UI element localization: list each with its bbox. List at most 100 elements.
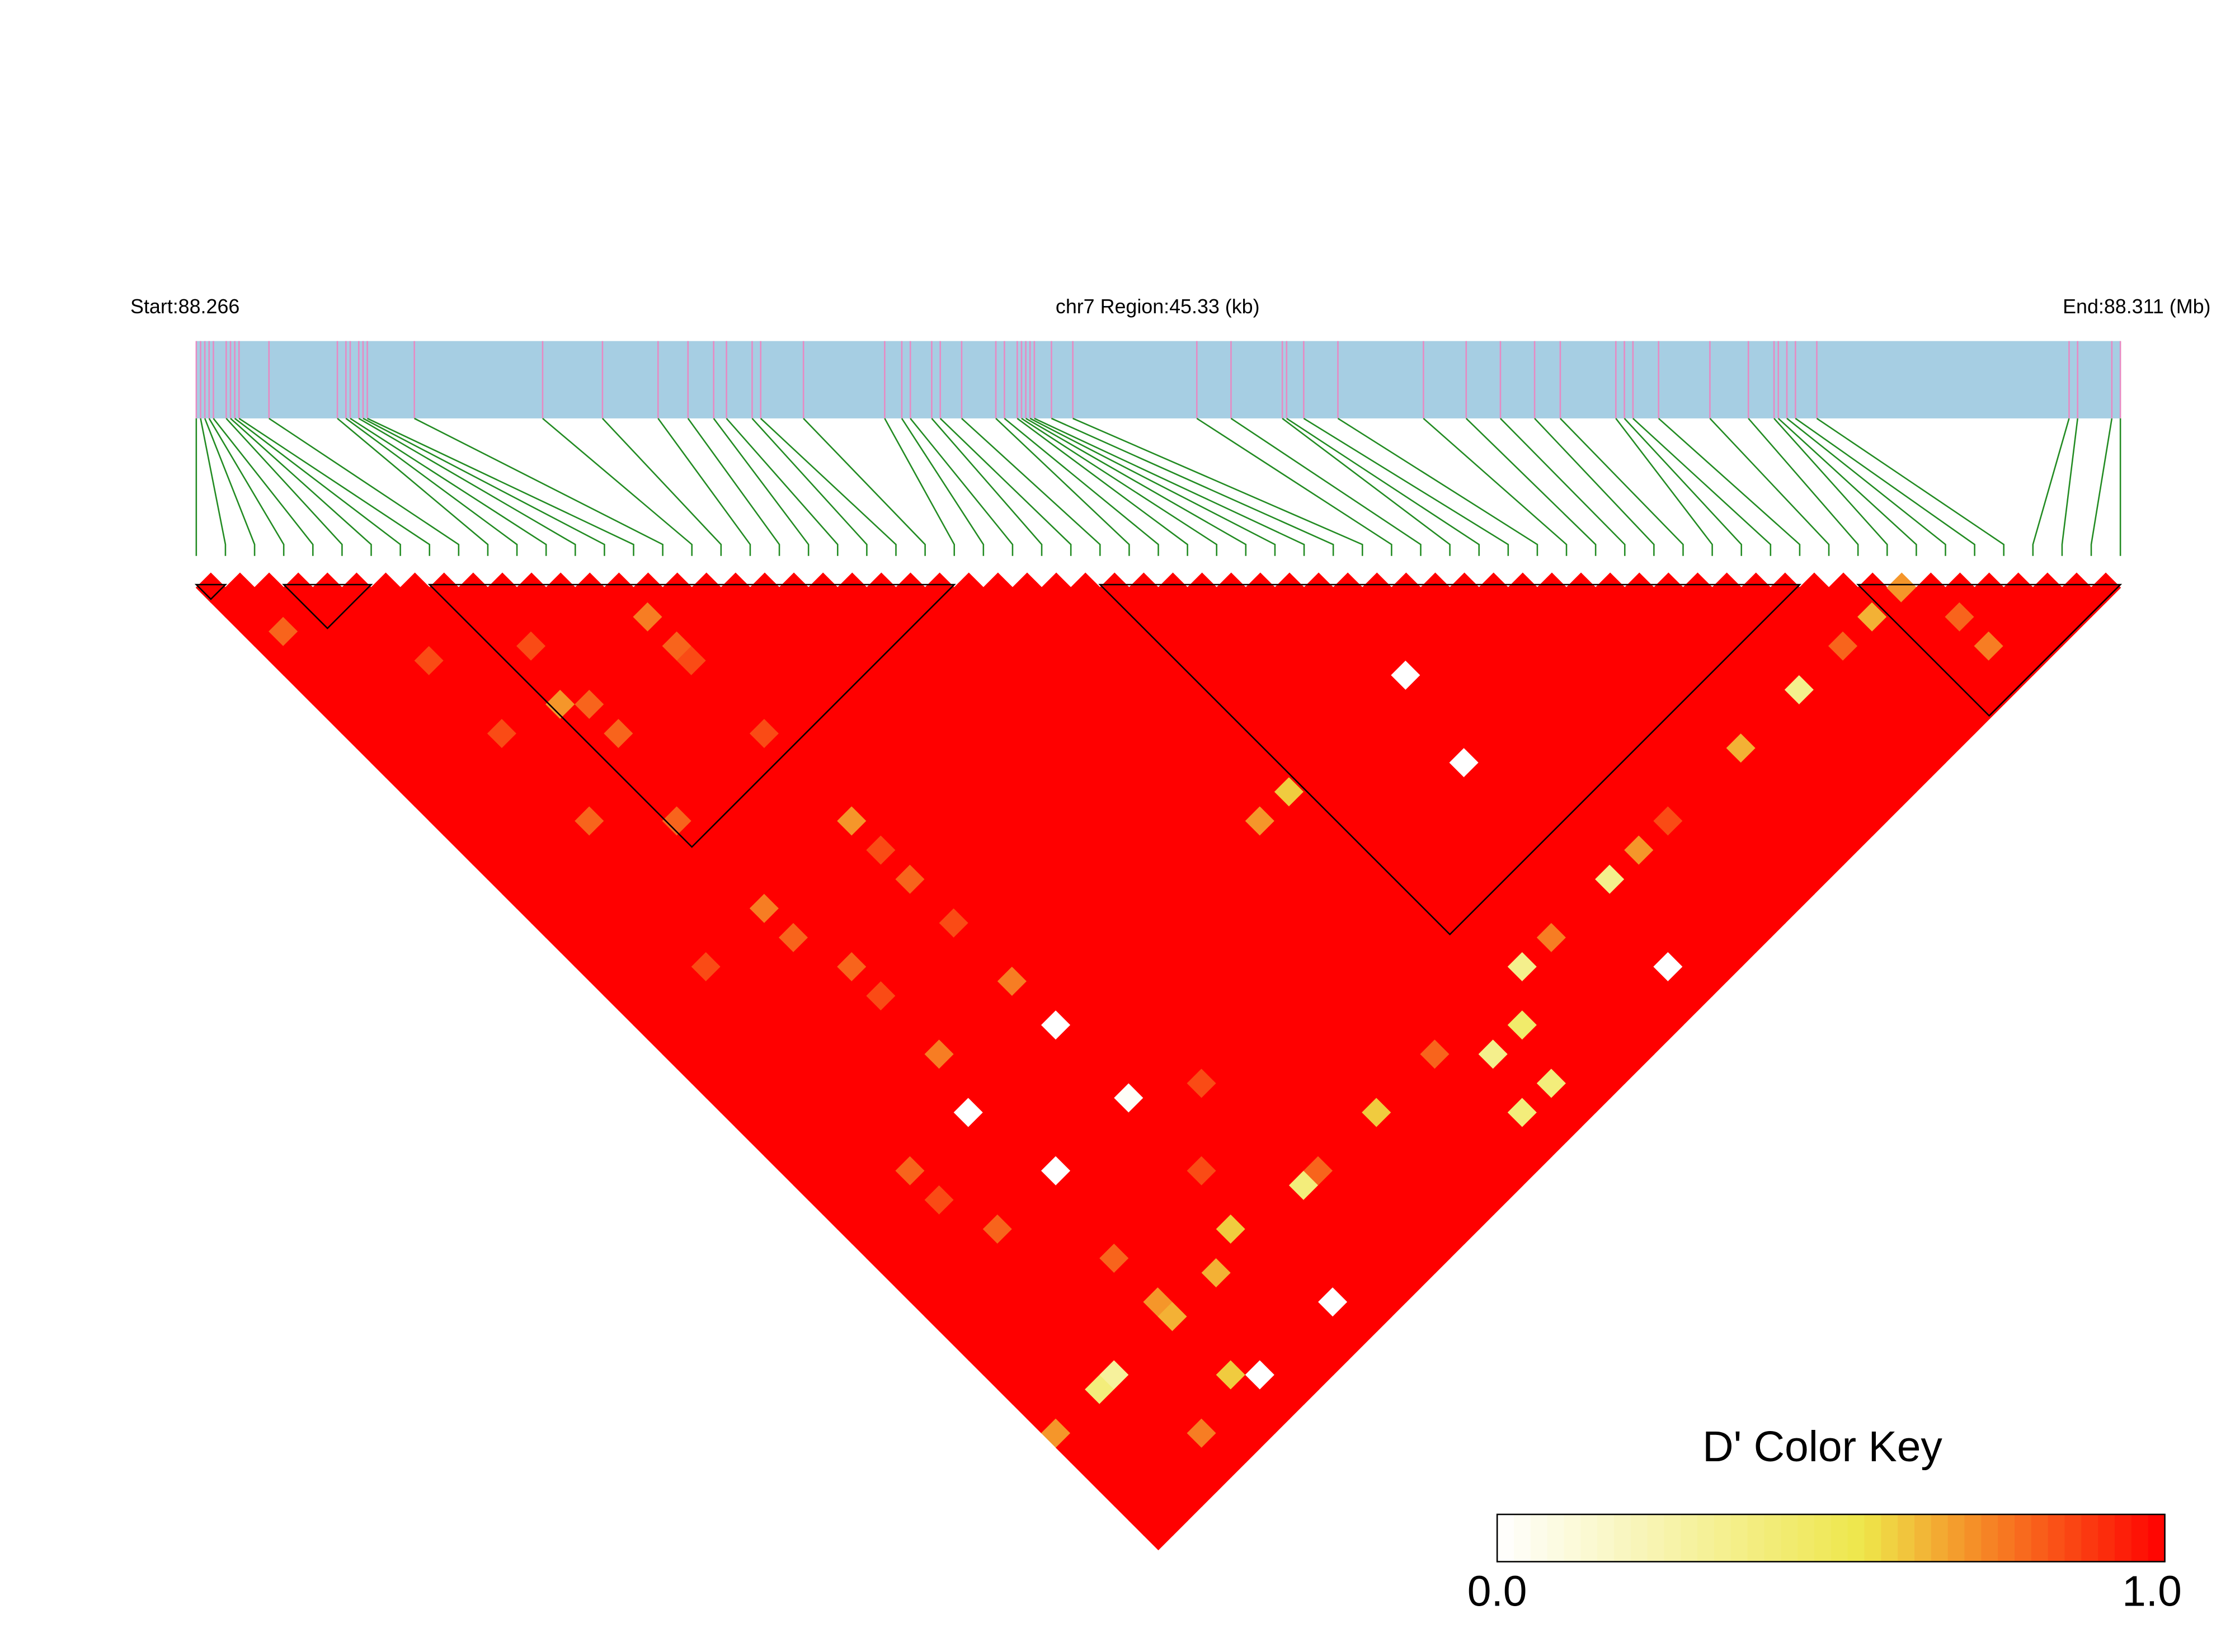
colorbar-step xyxy=(1981,1514,1999,1562)
snp-connector xyxy=(1051,417,1334,556)
colorbar-step xyxy=(1814,1514,1832,1562)
snp-connector xyxy=(1534,418,1655,556)
snp-connector xyxy=(1615,418,1713,556)
snp-connector xyxy=(204,418,256,556)
colorbar-step xyxy=(2098,1514,2116,1562)
snp-connector xyxy=(1423,417,1568,556)
ld-block xyxy=(282,583,373,629)
colorbar-step xyxy=(1847,1514,1865,1562)
colorbar-step xyxy=(1764,1514,1782,1562)
snp-connector xyxy=(1632,417,1772,556)
snp-connector xyxy=(901,418,985,556)
snp-connector xyxy=(1559,418,1684,556)
snp-connector xyxy=(961,417,1101,556)
snp-connector xyxy=(939,418,1072,556)
snp-connector xyxy=(1034,417,1305,556)
snp-connector xyxy=(1337,417,1538,556)
snp-connector xyxy=(358,417,576,556)
end-label: End:88.311 (Mb) xyxy=(2063,295,2210,318)
start-label: Start:88.266 xyxy=(130,295,239,318)
snp-connector xyxy=(208,418,285,556)
snp-connector xyxy=(337,417,489,556)
snp-connector xyxy=(601,418,722,556)
colorbar-step xyxy=(1730,1514,1748,1562)
colorbar-tick-label: 1.0 xyxy=(2122,1568,2182,1616)
snp-connector xyxy=(1816,417,2005,556)
snp-connector xyxy=(542,417,693,556)
ld-block xyxy=(1856,583,2123,717)
colorbar-step xyxy=(1914,1514,1932,1562)
colorbar-step xyxy=(2148,1514,2166,1562)
snp-connector xyxy=(213,418,314,556)
snp-connector xyxy=(1624,418,1742,556)
snp-connector xyxy=(269,417,460,556)
colorbar-step xyxy=(1747,1514,1765,1562)
colorbar-step xyxy=(2015,1514,2032,1562)
snp-connector xyxy=(2032,418,2070,556)
snp-connector xyxy=(1658,417,1801,556)
snp-connector xyxy=(1029,417,1276,556)
snp-connector xyxy=(751,418,868,556)
colorbar-step xyxy=(1864,1514,1882,1562)
colorbar-step xyxy=(1947,1514,1965,1562)
colorbar-step xyxy=(1881,1514,1899,1562)
snp-connector xyxy=(995,417,1130,556)
colorbar-title: D' Color Key xyxy=(1702,1423,1942,1471)
snp-connector xyxy=(1230,417,1422,556)
colorbar-step xyxy=(1781,1514,1799,1562)
snp-connector xyxy=(1025,417,1247,556)
colorbar-step xyxy=(2048,1514,2065,1562)
colorbar-step xyxy=(1681,1514,1698,1562)
ld-block xyxy=(427,583,956,848)
colorbar-step xyxy=(1798,1514,1815,1562)
snp-connector xyxy=(350,417,547,556)
colorbar-step xyxy=(1664,1514,1682,1562)
colorbar-step xyxy=(1564,1514,1582,1562)
snp-connector xyxy=(1282,417,1451,556)
colorbar-step xyxy=(1964,1514,1982,1562)
colorbar-step xyxy=(1998,1514,2016,1562)
snp-connector xyxy=(931,418,1043,556)
colorbar-step xyxy=(2081,1514,2099,1562)
snp-connector xyxy=(1303,417,1509,556)
snp-connector xyxy=(2061,418,2078,556)
ld-block xyxy=(194,583,228,600)
colorbar-tick-label: 0.0 xyxy=(1467,1568,1527,1616)
colorbar-step xyxy=(2064,1514,2082,1562)
snp-connector xyxy=(1777,417,1917,556)
snp-connector xyxy=(414,417,664,556)
snp-connector xyxy=(1072,417,1363,556)
snp-connector xyxy=(803,418,926,556)
ld-block xyxy=(1098,583,1802,936)
snp-connector xyxy=(1021,417,1217,556)
colorbar-step xyxy=(1831,1514,1848,1562)
snp-connector xyxy=(1748,418,1859,556)
snp-connector xyxy=(363,417,605,556)
colorbar-step xyxy=(1580,1514,1598,1562)
snp-connector xyxy=(230,417,372,556)
colorbar-step xyxy=(1630,1514,1648,1562)
colorbar-step xyxy=(1497,1514,1514,1562)
snp-connector xyxy=(687,418,780,556)
snp-connector xyxy=(238,417,431,556)
colorbar-step xyxy=(1513,1514,1531,1562)
snp-connector xyxy=(1004,417,1159,556)
snp-connector xyxy=(713,418,810,556)
ld-cell xyxy=(2090,572,2121,603)
snp-connector xyxy=(1786,417,1946,556)
snp-connector xyxy=(1795,417,1975,556)
colorbar-step xyxy=(1597,1514,1615,1562)
snp-connector xyxy=(345,417,518,556)
snp-connector xyxy=(910,418,1014,556)
snp-connector xyxy=(1017,417,1188,556)
snp-connector xyxy=(225,418,343,556)
snp-connector xyxy=(1196,417,1392,556)
map-bar xyxy=(196,341,2121,418)
snp-connector xyxy=(1709,418,1830,556)
colorbar-step xyxy=(2131,1514,2149,1562)
colorbar-step xyxy=(1547,1514,1565,1562)
colorbar-step xyxy=(1898,1514,1916,1562)
colorbar-step xyxy=(1530,1514,1548,1562)
snp-connector xyxy=(200,418,227,556)
